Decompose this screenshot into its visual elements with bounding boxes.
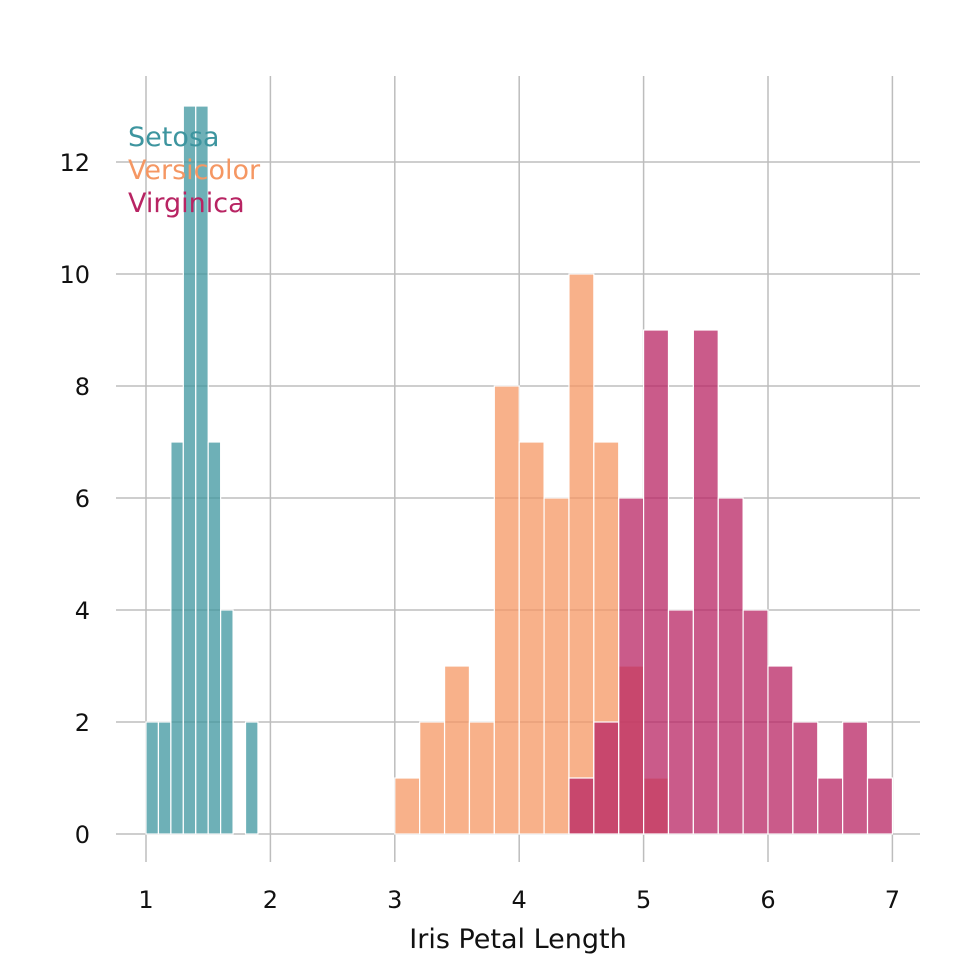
x-axis-title: Iris Petal Length [409,924,627,955]
legend-label-versicolor: Versicolor [128,155,261,186]
bar-virginica [842,721,869,835]
bar-virginica [568,777,595,835]
y-tick-label: 0 [75,821,90,849]
bar-setosa [170,441,184,835]
bar-virginica [618,497,645,835]
bar-setosa [157,721,172,835]
bar-virginica [717,497,744,835]
legend-label-setosa: Setosa [128,122,219,153]
bar-versicolor [543,497,570,835]
y-tick-label: 4 [75,597,90,625]
bar-versicolor [419,721,446,835]
bar-virginica [792,721,819,835]
bar-versicolor [493,385,520,835]
x-tick-label: 4 [512,886,527,914]
y-tick-label: 10 [59,261,90,289]
bar-versicolor [394,777,421,835]
bar-setosa [244,721,259,835]
x-tick-label: 3 [387,886,402,914]
bar-setosa [207,441,222,835]
y-axis-ticks: 0 2 4 6 8 10 12 [59,149,90,849]
bar-versicolor [443,665,471,835]
x-axis-ticks: 1 2 3 4 5 6 7 [138,886,900,914]
bar-virginica [667,609,694,835]
bar-versicolor [468,721,495,835]
y-tick-label: 12 [59,149,90,177]
bar-virginica [692,329,719,835]
x-tick-label: 5 [636,886,651,914]
bar-versicolor [518,441,545,835]
bar-virginica [817,777,844,835]
y-tick-label: 8 [75,373,90,401]
y-tick-label: 2 [75,709,90,737]
bar-versicolor [568,273,595,835]
bar-virginica [593,721,620,835]
histogram-bars [145,105,894,835]
y-tick-label: 6 [75,485,90,513]
x-tick-label: 1 [138,886,153,914]
x-tick-label: 2 [263,886,278,914]
bar-setosa [145,721,160,835]
legend-label-virginica: Virginica [128,188,245,219]
x-tick-label: 6 [760,886,775,914]
bar-virginica [767,665,794,835]
bar-virginica [642,329,670,835]
x-tick-label: 7 [885,886,900,914]
bar-virginica [866,777,894,835]
bar-virginica [742,609,769,835]
bar-setosa [220,609,234,835]
